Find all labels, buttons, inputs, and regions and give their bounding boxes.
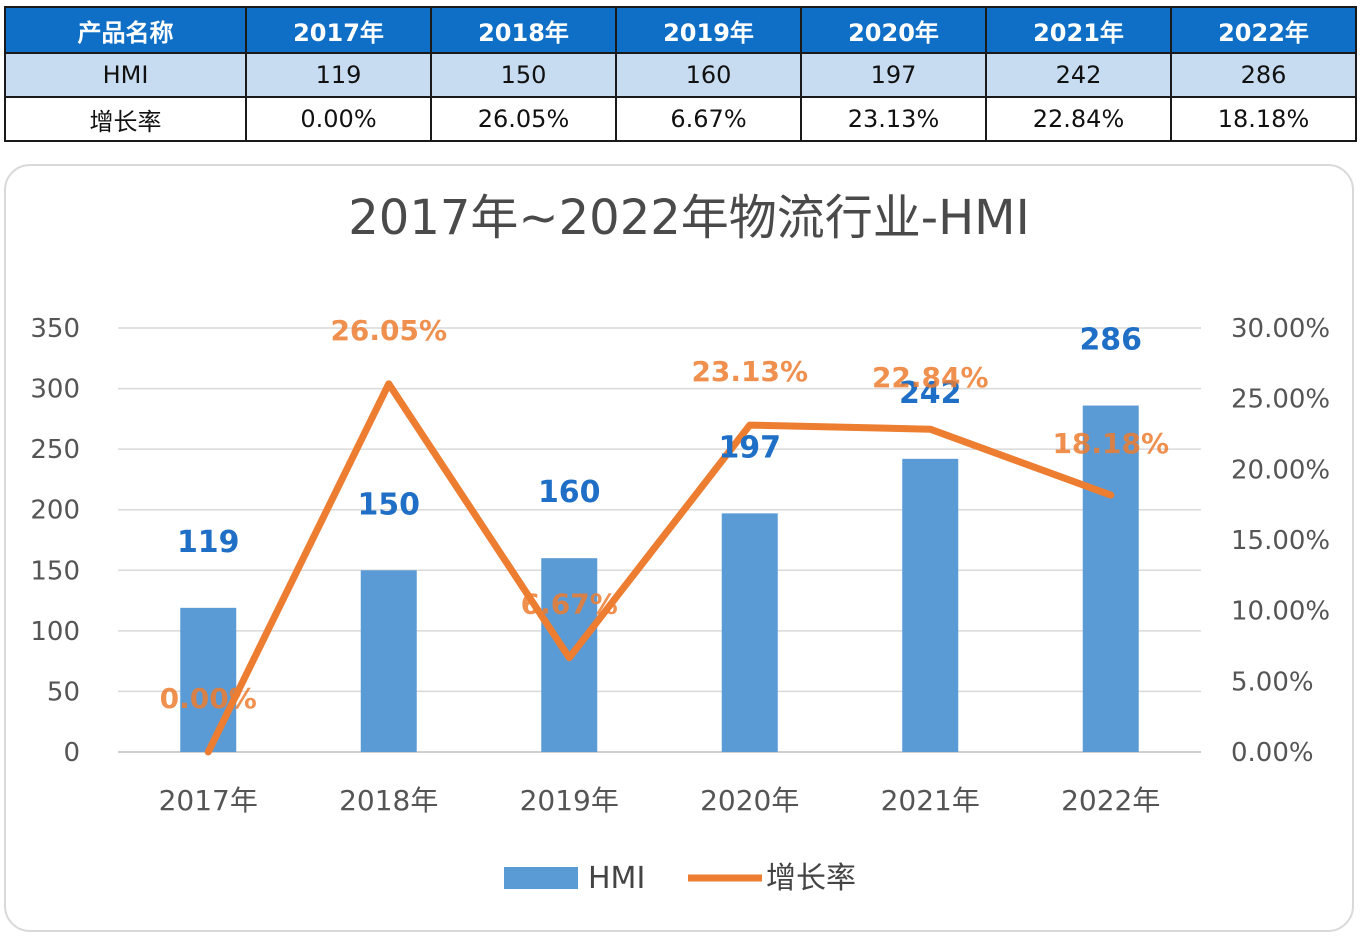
bar-hmi — [360, 570, 417, 752]
data-table: 产品名称 2017年 2018年 2019年 2020年 2021年 2022年… — [4, 6, 1357, 142]
left-tick-label: 150 — [30, 556, 80, 586]
left-tick-label: 50 — [47, 677, 80, 707]
bar-series — [180, 405, 1139, 752]
right-tick-label: 20.00% — [1231, 455, 1330, 485]
line-data-label: 23.13% — [691, 355, 808, 388]
legend-label-hmi: HMI — [588, 861, 645, 896]
line-data-label: 22.84% — [872, 361, 989, 394]
left-tick-label: 200 — [30, 496, 80, 526]
table-cell: 23.13% — [800, 96, 987, 142]
bar-data-label: 150 — [357, 487, 420, 522]
table-cell: 6.67% — [615, 96, 802, 142]
header-year: 2021年 — [985, 6, 1172, 54]
left-axis-ticks: 0 50 100 150 200 250 300 350 — [30, 314, 80, 768]
x-tick-label: 2022年 — [1061, 784, 1160, 817]
header-year: 2020年 — [800, 6, 987, 54]
x-tick-label: 2018年 — [339, 784, 438, 817]
bar-hmi — [902, 458, 959, 752]
table-row-growth: 增长率 0.00% 26.05% 6.67% 23.13% 22.84% 18.… — [4, 96, 1357, 142]
right-tick-label: 15.00% — [1231, 526, 1330, 556]
bar-data-label: 242 — [899, 376, 962, 411]
bar-hmi — [721, 513, 778, 752]
table-cell: 150 — [430, 52, 617, 98]
bar-data-label: 197 — [718, 430, 781, 465]
left-tick-label: 100 — [30, 617, 80, 647]
right-tick-label: 25.00% — [1231, 385, 1330, 415]
x-tick-label: 2017年 — [159, 784, 258, 817]
line-data-label: 6.67% — [521, 588, 618, 621]
right-tick-label: 5.00% — [1231, 667, 1314, 697]
right-tick-label: 0.00% — [1231, 738, 1314, 768]
bar-data-label: 286 — [1079, 323, 1142, 358]
table-cell: 242 — [985, 52, 1172, 98]
table-cell: 18.18% — [1170, 96, 1357, 142]
header-year: 2018年 — [430, 6, 617, 54]
table-cell: 286 — [1170, 52, 1357, 98]
left-tick-label: 250 — [30, 435, 80, 465]
line-data-label: 26.05% — [330, 314, 447, 347]
x-tick-label: 2019年 — [520, 784, 619, 817]
table-cell: 119 — [245, 52, 432, 98]
legend: HMI 增长率 — [504, 861, 856, 896]
table-cell: 26.05% — [430, 96, 617, 142]
legend-label-growth: 增长率 — [766, 861, 856, 896]
line-data-label: 18.18% — [1052, 427, 1169, 460]
left-tick-label: 350 — [30, 314, 80, 344]
x-axis-ticks: 2017年 2018年 2019年 2020年 2021年 2022年 — [159, 784, 1161, 817]
bar-data-label: 119 — [177, 525, 240, 560]
legend-swatch-hmi — [504, 867, 578, 889]
bar-data-label: 160 — [538, 475, 601, 510]
combo-chart: 2017年~2022年物流行业-HMI 0 50 100 150 200 250 300 35… — [30, 190, 1330, 896]
chart-title: 2017年~2022年物流行业-HMI — [348, 190, 1030, 246]
line-data-label: 0.00% — [160, 682, 257, 715]
bar-hmi — [1082, 405, 1139, 752]
left-tick-label: 0 — [63, 738, 80, 768]
right-tick-label: 30.00% — [1231, 314, 1330, 344]
right-axis-ticks: 0.00% 5.00% 10.00% 15.00% 20.00% 25.00% 30.00% — [1231, 314, 1330, 768]
table-cell: 22.84% — [985, 96, 1172, 142]
x-tick-label: 2021年 — [881, 784, 980, 817]
table-row-hmi: HMI 119 150 160 197 242 286 — [4, 52, 1357, 98]
header-product-name: 产品名称 — [4, 6, 247, 54]
bar-hmi — [180, 607, 237, 752]
table-cell: 197 — [800, 52, 987, 98]
line-series — [204, 380, 1115, 756]
chart-card: 2017年~2022年物流行业-HMI 0 50 100 150 200 250 300 35… — [4, 164, 1354, 932]
right-tick-label: 10.00% — [1231, 597, 1330, 627]
header-year: 2022年 — [1170, 6, 1357, 54]
row-label: HMI — [4, 52, 247, 98]
left-tick-label: 300 — [30, 375, 80, 405]
x-tick-label: 2020年 — [700, 784, 799, 817]
bar-data-labels: 119 150 160 197 242 286 — [177, 323, 1142, 560]
line-data-labels: 0.00% 26.05% 6.67% 23.13% 22.84% 18.18% — [160, 314, 1169, 715]
table-cell: 160 — [615, 52, 802, 98]
header-year: 2017年 — [245, 6, 432, 54]
table-header-row: 产品名称 2017年 2018年 2019年 2020年 2021年 2022年 — [4, 6, 1357, 54]
growth-line — [204, 380, 1115, 756]
row-label: 增长率 — [4, 96, 247, 142]
header-year: 2019年 — [615, 6, 802, 54]
table-cell: 0.00% — [245, 96, 432, 142]
